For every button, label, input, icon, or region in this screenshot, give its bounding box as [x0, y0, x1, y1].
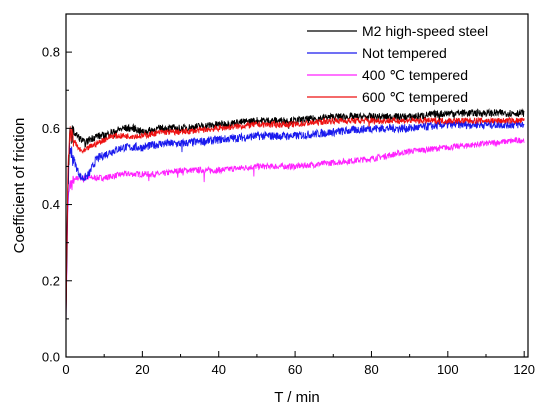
y-tick-label: 0.2 [42, 273, 60, 288]
legend-label: Not tempered [362, 45, 447, 61]
x-tick-label: 60 [288, 362, 302, 377]
series-layer [66, 109, 524, 327]
legend-label: M2 high-speed steel [362, 23, 488, 39]
x-tick-label: 20 [135, 362, 149, 377]
y-tick-label: 0.8 [42, 45, 60, 60]
y-tick-label: 0.4 [42, 197, 60, 212]
y-axis-title: Coefficient of friction [11, 118, 28, 254]
x-tick-label: 0 [62, 362, 69, 377]
series-line [66, 138, 524, 327]
x-tick-label: 80 [364, 362, 378, 377]
legend: M2 high-speed steel Not tempered 400 ℃ tem… [307, 23, 488, 105]
x-axis-title: T / min [274, 389, 320, 406]
legend-label: 400 ℃ tempered [362, 67, 468, 83]
x-tick-label: 120 [513, 362, 535, 377]
y-tick-label: 0.6 [42, 121, 60, 136]
x-tick-label: 40 [211, 362, 225, 377]
x-tick-label: 100 [437, 362, 459, 377]
plot-area-frame [66, 14, 528, 357]
legend-label: 600 ℃ tempered [362, 89, 468, 105]
series-line [66, 120, 524, 309]
series-line [66, 109, 524, 327]
y-tick-label: 0.0 [42, 350, 60, 365]
